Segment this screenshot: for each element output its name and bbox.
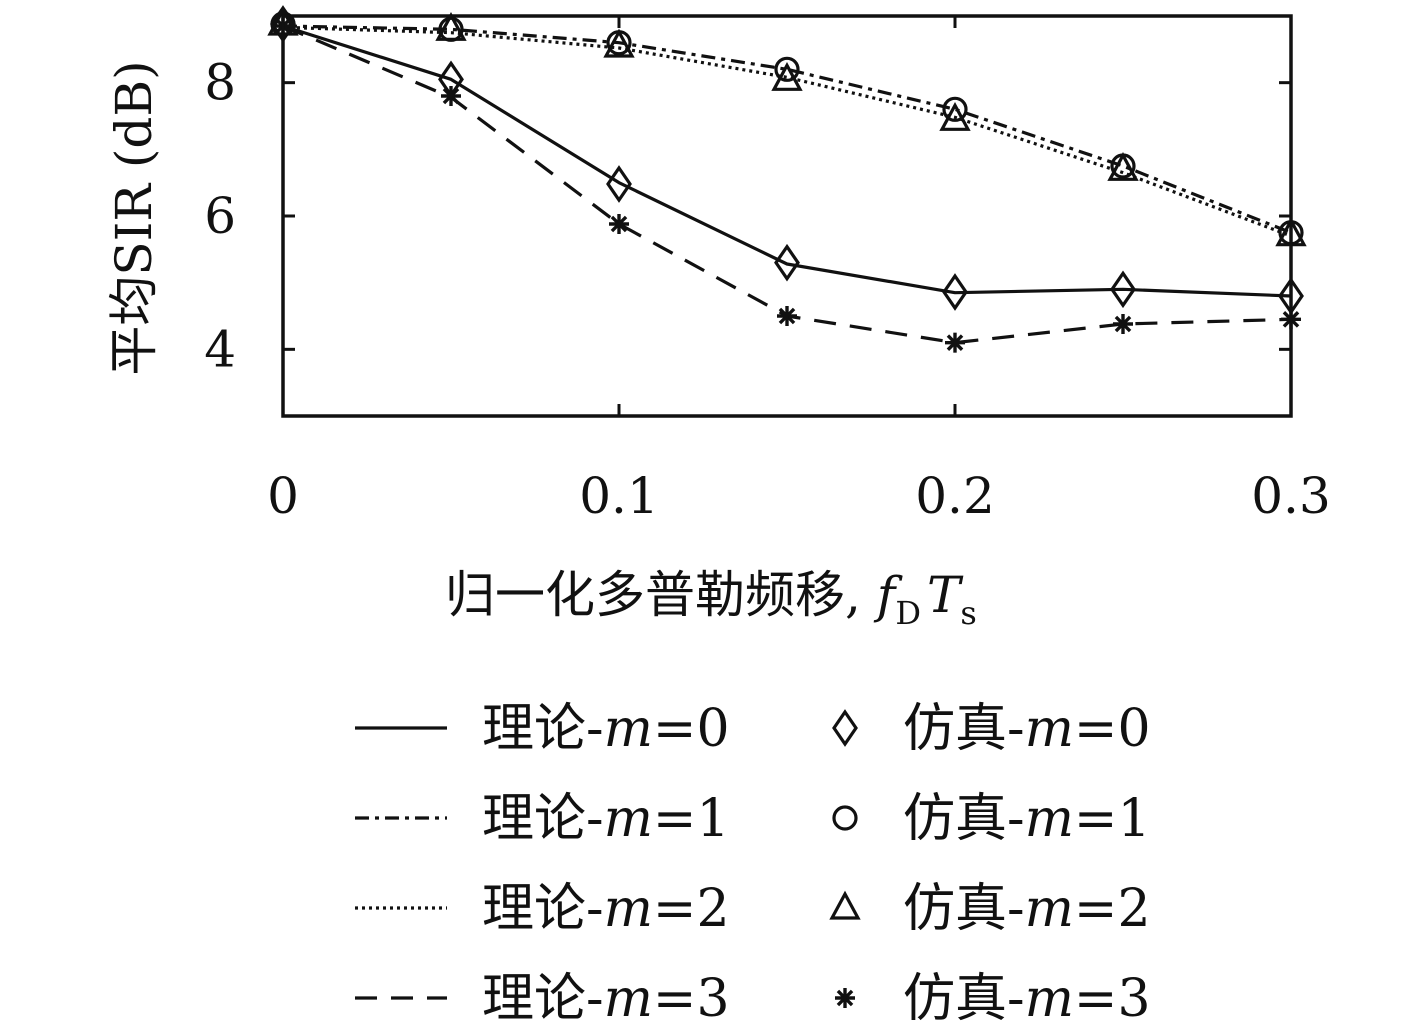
legend-label-3: 理论-m=3: [482, 969, 730, 1029]
legend-label-m: m: [1025, 789, 1074, 849]
legend-item-3: 理论-m=3: [355, 969, 730, 1029]
legend-label-eq: =2: [653, 879, 730, 939]
legend-item-0: 理论-m=0: [355, 699, 730, 759]
legend-swatch-7: [835, 988, 855, 1008]
legend-item-7: 仿真-m=3: [835, 969, 1151, 1029]
series-marker-6-3: [771, 61, 803, 91]
series-line-0: [282, 24, 1292, 298]
legend-item-4: 仿真-m=0: [832, 699, 1151, 759]
series-marker-7-2: [609, 214, 629, 234]
legend-label-prefix: 仿真-: [903, 969, 1025, 1029]
legend-swatch-7-stroke: [836, 989, 854, 1007]
x-axis-label-t: T: [927, 566, 964, 624]
legend-label-m: m: [604, 969, 653, 1029]
legend-label-6: 仿真-m=2: [903, 879, 1151, 939]
legend-label-eq: =3: [653, 969, 730, 1029]
series-line-2: [282, 25, 1292, 238]
x-tick-label-0: 0: [267, 467, 299, 525]
series-marker-4-4: [942, 273, 968, 311]
x-axis-label-d: D: [895, 594, 921, 632]
legend-label-prefix: 理论-: [482, 699, 604, 759]
legend-label-eq: =3: [1074, 969, 1151, 1029]
x-tick-label-2: 0.2: [915, 467, 995, 525]
series-marker-7-5: [1113, 314, 1133, 334]
legend-label-m: m: [1025, 969, 1074, 1029]
x-axis-label-text: 归一化多普勒频移,: [445, 566, 877, 624]
legend-label-prefix: 仿真-: [903, 879, 1025, 939]
legend-label-m: m: [1025, 879, 1074, 939]
y-tick-label-0: 4: [204, 320, 236, 378]
legend-label-eq: =0: [1074, 699, 1151, 759]
legend-swatch-5: [832, 805, 858, 831]
legend-label-prefix: 理论-: [482, 789, 604, 849]
y-tick-label-1: 6: [204, 187, 236, 245]
legend-label-0: 理论-m=0: [482, 699, 730, 759]
series-7: [273, 16, 1301, 353]
legend-label-eq: =0: [653, 699, 730, 759]
series-marker-4-2: [606, 165, 632, 203]
legend-label-eq: =2: [1074, 879, 1151, 939]
series-marker-7-5-stroke: [1114, 315, 1132, 333]
legend-swatch-4: [832, 709, 858, 747]
series-marker-6-2: [603, 28, 635, 58]
legend-item-1: 理论-m=1: [355, 789, 730, 849]
series-marker-6-5: [1107, 151, 1139, 181]
legend-label-prefix: 仿真-: [903, 789, 1025, 849]
series-marker-7-1: [441, 86, 461, 106]
legend-label-4: 仿真-m=0: [903, 699, 1151, 759]
series-marker-5-4: [942, 96, 968, 122]
legend-label-5: 仿真-m=1: [903, 789, 1151, 849]
series-layer: [267, 5, 1307, 353]
legend-item-6: 仿真-m=2: [829, 879, 1151, 939]
x-tick-label-3: 0.3: [1251, 467, 1331, 525]
legend-item-5: 仿真-m=1: [832, 789, 1151, 849]
legend-label-prefix: 理论-: [482, 969, 604, 1029]
legend-label-7: 仿真-m=3: [903, 969, 1151, 1029]
legend-label-2: 理论-m=2: [482, 879, 730, 939]
series-0: [282, 24, 1292, 298]
legend-label-prefix: 仿真-: [903, 699, 1025, 759]
legend: 理论-m=0理论-m=1理论-m=2理论-m=3仿真-m=0仿真-m=1仿真-m…: [355, 699, 1151, 1029]
series-marker-5-3: [774, 56, 800, 82]
legend-label-m: m: [604, 699, 653, 759]
series-marker-7-4: [945, 332, 965, 353]
series-marker-7-1-stroke: [442, 87, 460, 105]
series-marker-4-3: [774, 243, 800, 282]
series-marker-4-5: [1110, 270, 1136, 309]
y-axis-label: 平均SIR (dB): [105, 60, 163, 375]
y-tick-label-2: 8: [204, 54, 236, 112]
series-marker-6-1: [435, 11, 467, 41]
legend-label-1: 理论-m=1: [482, 789, 730, 849]
legend-label-m: m: [1025, 699, 1074, 759]
legend-swatch-6: [829, 890, 861, 920]
legend-item-2: 理论-m=2: [355, 879, 730, 939]
legend-label-m: m: [604, 879, 653, 939]
series-marker-7-2-stroke: [610, 215, 628, 233]
plot-area: [283, 16, 1291, 416]
legend-label-eq: =1: [653, 789, 730, 849]
x-tick-label-1: 0.1: [579, 467, 659, 525]
legend-label-prefix: 理论-: [482, 879, 604, 939]
axes-layer: 0 0.1 0.2 0.3 4 6 8: [204, 14, 1331, 525]
series-marker-7-3: [777, 306, 797, 326]
legend-label-eq: =1: [1074, 789, 1151, 849]
plot-background: [283, 16, 1291, 416]
series-marker-7-3-stroke: [778, 307, 796, 325]
series-2: [282, 25, 1292, 238]
x-axis-label-s: s: [960, 594, 976, 632]
x-axis-label: 归一化多普勒频移, fD Ts: [445, 566, 977, 632]
series-6: [267, 6, 1307, 247]
series-marker-6-4: [939, 101, 971, 131]
legend-label-m: m: [604, 789, 653, 849]
series-marker-7-4-stroke: [946, 334, 964, 351]
